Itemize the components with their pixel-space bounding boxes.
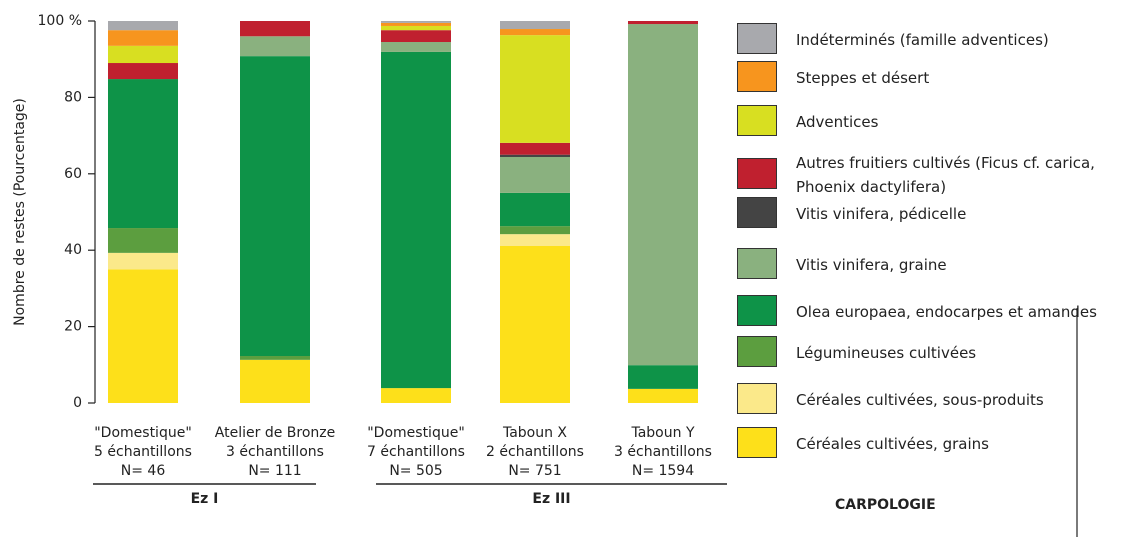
legend-label: Autres fruitiers cultivés (Ficus cf. car…	[796, 154, 1095, 196]
legend-item: Autres fruitiers cultivés (Ficus cf. car…	[737, 154, 1117, 196]
legend-label: Céréales cultivées, grains	[796, 435, 989, 453]
legend-swatch	[737, 23, 777, 54]
legend-label: Céréales cultivées, sous-produits	[796, 391, 1044, 409]
x-tick-label: 7 échantillons	[367, 444, 465, 460]
x-tick-label: Taboun X	[502, 425, 567, 441]
bar-segment	[628, 365, 698, 389]
bar-segment	[628, 24, 698, 366]
legend-label: Vitis vinifera, graine	[796, 256, 947, 274]
x-tick-label: 5 échantillons	[94, 444, 192, 460]
legend-item: Céréales cultivées, grains	[737, 427, 1117, 461]
legend-swatch	[737, 295, 777, 326]
bar-segment	[500, 192, 570, 227]
legend-swatch	[737, 336, 777, 367]
legend-label: Indéterminés (famille adventices)	[796, 31, 1049, 49]
x-tick-label: N= 111	[248, 463, 301, 479]
group-label: Ez III	[532, 491, 570, 507]
bar-segment	[240, 359, 310, 403]
bar-segment	[108, 79, 178, 229]
bar-segment	[240, 21, 310, 37]
legend-item: Légumineuses cultivées	[737, 336, 1117, 370]
bar-segment	[108, 269, 178, 403]
bar-segment	[500, 234, 570, 246]
group-label: Ez I	[191, 491, 219, 507]
legend-swatch	[737, 197, 777, 228]
bar-segment	[381, 22, 451, 26]
legend-label: Adventices	[796, 113, 879, 131]
bar-segment	[381, 25, 451, 31]
bar-segment	[500, 29, 570, 36]
y-tick-label: 20	[64, 319, 82, 335]
bar-segment	[500, 245, 570, 403]
bar-segment	[381, 51, 451, 389]
bar-segment	[108, 21, 178, 31]
bar-segment	[240, 36, 310, 57]
legend-item: Vitis vinifera, graine	[737, 248, 1117, 282]
bar-segment	[381, 388, 451, 403]
legend-title: CARPOLOGIE	[835, 497, 936, 513]
y-tick-label: 100 %	[38, 13, 82, 29]
x-tick-label: "Domestique"	[94, 425, 192, 441]
legend-swatch	[737, 248, 777, 279]
bar-segment	[628, 21, 698, 25]
bar-segment	[240, 56, 310, 357]
bar-segment	[108, 63, 178, 80]
legend-swatch	[737, 105, 777, 136]
x-tick-label: N= 46	[121, 463, 166, 479]
bar-segment	[500, 142, 570, 155]
x-tick-label: N= 1594	[632, 463, 694, 479]
legend-swatch	[737, 383, 777, 414]
bar-segment	[500, 226, 570, 235]
x-tick-label: Taboun Y	[630, 425, 694, 441]
bar-segment	[500, 156, 570, 193]
y-tick-label: 80	[64, 89, 82, 105]
bar-segment	[108, 252, 178, 270]
y-tick-label: 40	[64, 242, 82, 258]
legend-label: Vitis vinifera, pédicelle	[796, 205, 967, 223]
x-tick-label: "Domestique"	[367, 425, 465, 441]
bar-segment	[108, 228, 178, 253]
x-tick-label: 3 échantillons	[614, 444, 712, 460]
x-tick-label: 3 échantillons	[226, 444, 324, 460]
legend-label: Olea europaea, endocarpes et amandes	[796, 303, 1097, 321]
y-tick-label: 0	[73, 395, 82, 411]
bar-segment	[500, 21, 570, 30]
legend-item: Vitis vinifera, pédicelle	[737, 197, 1117, 231]
x-tick-label: Atelier de Bronze	[215, 425, 335, 441]
legend-item: Indéterminés (famille adventices)	[737, 23, 1117, 57]
bar-segment	[108, 45, 178, 64]
legend-swatch	[737, 61, 777, 92]
legend-item: Adventices	[737, 105, 1117, 139]
x-tick-label: N= 505	[389, 463, 442, 479]
bar-segment	[628, 388, 698, 403]
bar-segment	[108, 30, 178, 46]
bar-segment	[381, 21, 451, 23]
bar-segment	[381, 42, 451, 52]
x-tick-label: 2 échantillons	[486, 444, 584, 460]
bar-segment	[381, 30, 451, 43]
bar-segment	[500, 35, 570, 143]
legend-swatch	[737, 427, 777, 458]
legend-label: Steppes et désert	[796, 69, 930, 87]
x-tick-label: N= 751	[508, 463, 561, 479]
legend-item: Céréales cultivées, sous-produits	[737, 383, 1117, 417]
y-tick-label: 60	[64, 166, 82, 182]
legend-item: Olea europaea, endocarpes et amandes	[737, 295, 1117, 329]
legend-swatch	[737, 158, 777, 189]
legend-label: Légumineuses cultivées	[796, 344, 977, 362]
y-axis-label: Nombre de restes (Pourcentage)	[12, 98, 28, 326]
bar-segment	[240, 356, 310, 360]
bar-segment	[500, 154, 570, 157]
legend-item: Steppes et désert	[737, 61, 1117, 95]
